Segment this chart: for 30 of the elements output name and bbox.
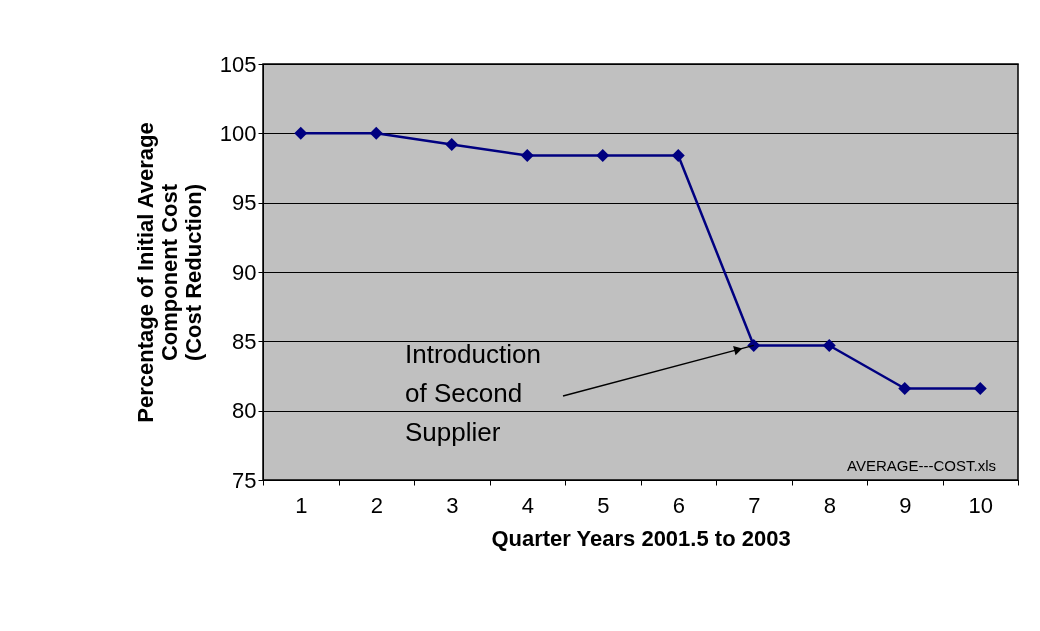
point [671, 149, 685, 163]
y-tick-label: 90 [232, 259, 257, 285]
point [596, 149, 610, 163]
y-tick-label: 95 [232, 190, 257, 216]
annotation: Introduction of Second Supplier [405, 339, 541, 448]
point [520, 149, 534, 163]
annotation: AVERAGE---COST.xls [847, 457, 996, 474]
y-axis-title: Percentage of Initial Average Component Cost (Cost Reduction) [132, 122, 206, 423]
x-tick-label: 3 [446, 492, 459, 518]
x-tick-label: 6 [672, 492, 685, 518]
y-tick-label: 85 [232, 328, 257, 354]
y-tick-label: 75 [232, 467, 257, 493]
point [898, 381, 912, 395]
x-tick-label: 2 [370, 492, 383, 518]
x-tick-label: 8 [823, 492, 836, 518]
point [294, 126, 308, 140]
point [445, 137, 459, 151]
y-tick-label: 105 [219, 51, 257, 77]
point [822, 338, 836, 353]
x-tick-label: 9 [899, 492, 912, 518]
point [369, 126, 383, 140]
x-tick-label: 10 [968, 492, 993, 518]
x-tick-label: 4 [521, 492, 534, 518]
y-tick-label: 100 [219, 120, 257, 146]
y-tick-label: 80 [232, 398, 257, 424]
x-axis-title: Quarter Years 2001.5 to 2003 [491, 525, 791, 551]
x-tick-label: 1 [295, 492, 308, 518]
point [973, 381, 987, 395]
x-tick-label: 7 [748, 492, 761, 518]
x-tick-label: 5 [597, 492, 610, 518]
